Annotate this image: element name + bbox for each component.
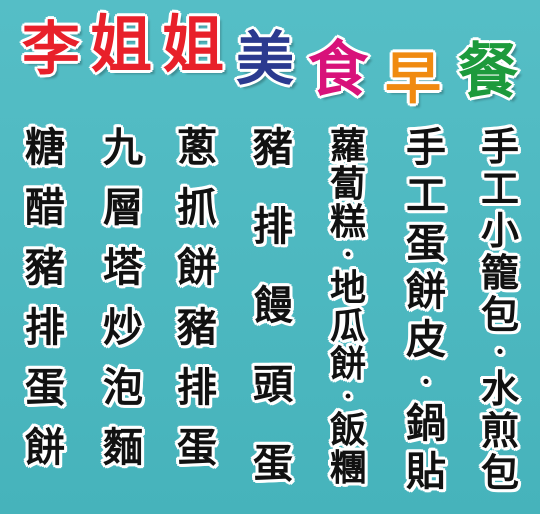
menu-char: 地 xyxy=(329,267,366,309)
menu-char: 排 xyxy=(25,304,65,351)
menu-item-basil-fried-noodles: 九 層 塔 炒 泡 麵 xyxy=(98,128,148,468)
menu-char: 餅 xyxy=(406,268,446,315)
title-char-1: 李 xyxy=(20,15,81,83)
menu-char: 飯 xyxy=(329,409,366,451)
menu-char: 豬 xyxy=(25,244,65,291)
menu-char: 餅 xyxy=(177,244,217,291)
menu-char: 頭 xyxy=(253,361,293,408)
title-char-5: 食 xyxy=(307,35,370,105)
menu-item-handmade-xiaolongbao-pan-fried-buns: 手 工 小 籠 包 · 水 煎 包 xyxy=(474,128,526,492)
menu-char: 包 xyxy=(480,450,519,495)
menu-char: 蔥 xyxy=(177,124,217,171)
menu-char: 瓜 xyxy=(329,305,366,347)
menu-char: 手 xyxy=(406,124,446,171)
menu-item-sweet-sour-pork-egg-crepe: 糖 醋 豬 排 蛋 餅 xyxy=(20,128,70,468)
menu-char: 包 xyxy=(480,292,519,337)
menu-item-radish-cake-sweet-potato-rice-ball: 蘿 蔔 糕 · 地 瓜 餅 · 飯 糰 xyxy=(322,128,374,486)
menu-char: 手 xyxy=(480,124,519,169)
menu-char: 泡 xyxy=(103,364,143,411)
menu-char: 糖 xyxy=(25,124,65,171)
menu-char: 蛋 xyxy=(253,440,293,487)
menu-char: 麵 xyxy=(103,424,143,471)
menu-char: 蔔 xyxy=(329,163,366,205)
title-char-4: 美 xyxy=(234,25,295,93)
menu-char: 豬 xyxy=(177,304,217,351)
menu-item-scallion-pancake-pork-egg: 蔥 抓 餅 豬 排 蛋 xyxy=(172,128,222,468)
menu-char: 餅 xyxy=(25,424,65,471)
menu-char: 工 xyxy=(406,172,446,219)
menu-char: 籠 xyxy=(480,250,519,295)
menu-char: 貼 xyxy=(406,448,446,495)
menu-item-pork-bun-egg: 豬 排 饅 頭 蛋 xyxy=(248,128,298,484)
title-char-2: 姐 xyxy=(88,8,153,81)
menu-char: 鍋 xyxy=(406,400,446,447)
menu-char: 炒 xyxy=(103,304,143,351)
menu-char: 蛋 xyxy=(25,364,65,411)
menu-char: 抓 xyxy=(177,184,217,231)
menu-char: 工 xyxy=(480,166,519,211)
title-char-6: 早 xyxy=(384,47,443,112)
menu-char: 排 xyxy=(177,364,217,411)
menu-char: 蛋 xyxy=(406,220,446,267)
menu-char: 小 xyxy=(480,208,519,253)
menu-char: 排 xyxy=(253,203,293,250)
title-char-3: 姐 xyxy=(160,8,225,81)
menu-char: 皮 xyxy=(406,316,446,363)
menu-dot: · xyxy=(343,240,353,270)
menu-char: 煎 xyxy=(480,408,519,453)
menu-char: 九 xyxy=(103,124,143,171)
menu-dot: · xyxy=(421,365,431,398)
menu-char: 豬 xyxy=(253,124,293,171)
menu-char: 蛋 xyxy=(177,424,217,471)
menu-char: 饅 xyxy=(253,282,293,329)
menu-char: 水 xyxy=(480,366,519,411)
menu-dot: · xyxy=(343,382,353,412)
menu-char: 醋 xyxy=(25,184,65,231)
menu-char: 餅 xyxy=(329,343,366,385)
menu-char: 蘿 xyxy=(329,125,366,167)
menu-char: 糕 xyxy=(329,201,366,243)
title-char-7: 餐 xyxy=(457,37,520,107)
menu-dot: · xyxy=(495,335,505,368)
menu-char: 糰 xyxy=(329,447,366,489)
menu-item-handmade-crepe-skin-potstickers: 手 工 蛋 餅 皮 · 鍋 貼 xyxy=(400,128,452,492)
menu-char: 層 xyxy=(103,184,143,231)
menu-char: 塔 xyxy=(103,244,143,291)
